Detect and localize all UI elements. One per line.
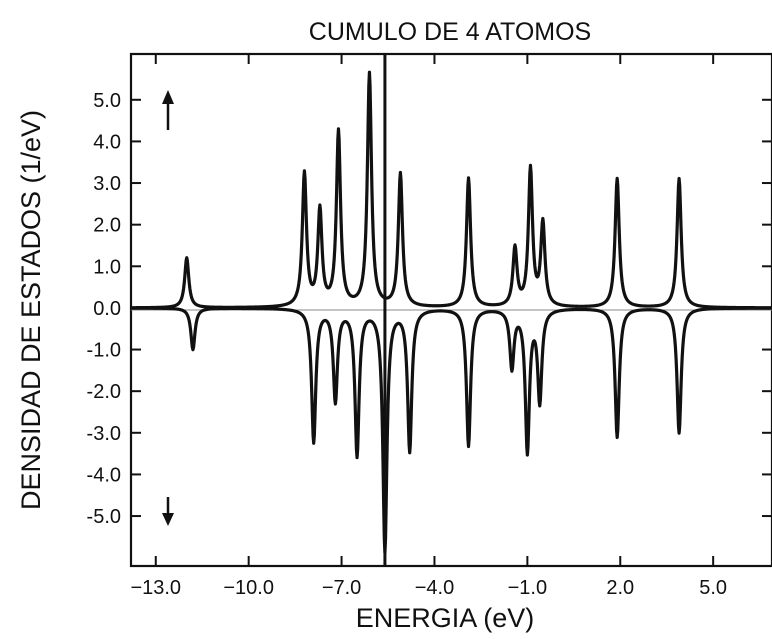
y-tick-label: -3.0 [87, 423, 121, 445]
y-tick-label: 3.0 [93, 173, 121, 195]
chart-title: CUMULO DE 4 ATOMOS [309, 18, 591, 46]
x-tick-label: 5.0 [699, 577, 727, 599]
y-axis-label: DENSIDAD DE ESTADOS (1/eV) [16, 110, 46, 510]
y-tick-label: -4.0 [87, 464, 121, 486]
x-axis-ticks [154, 54, 715, 566]
y-tick-label: -2.0 [87, 381, 121, 403]
x-axis-tick-labels: −13.0 −10.0 −7.0 −4.0 −1.0 2.0 5.0 [130, 577, 727, 599]
y-tick-label: 2.0 [93, 215, 121, 237]
y-tick-label: 0.0 [93, 298, 121, 320]
y-tick-label: 5.0 [93, 90, 121, 112]
x-tick-label: −10.0 [223, 577, 274, 599]
x-axis-label: ENERGIA (eV) [356, 603, 535, 633]
y-tick-label: 4.0 [93, 131, 121, 153]
spin-down-arrow [162, 497, 174, 526]
x-tick-label: 2.0 [606, 577, 634, 599]
plot-area: −13.0 −10.0 −7.0 −4.0 −1.0 2.0 5.0 5.0 4.0 3.0 2.… [87, 52, 772, 599]
x-tick-label: −13.0 [130, 577, 181, 599]
y-tick-label: -1.0 [87, 340, 121, 362]
series-spin-down-line [130, 306, 772, 555]
series-spin-up-line [130, 70, 772, 310]
x-tick-label: −4.0 [415, 577, 454, 599]
y-tick-label: -5.0 [87, 506, 121, 528]
x-tick-label: −1.0 [508, 577, 547, 599]
x-tick-label: −7.0 [322, 577, 361, 599]
spin-up-arrow [162, 90, 174, 130]
y-tick-label: 1.0 [93, 256, 121, 278]
y-axis-tick-labels: 5.0 4.0 3.0 2.0 1.0 0.0 -1.0 -2.0 -3.0 -4.0 -5.0 [87, 90, 121, 528]
